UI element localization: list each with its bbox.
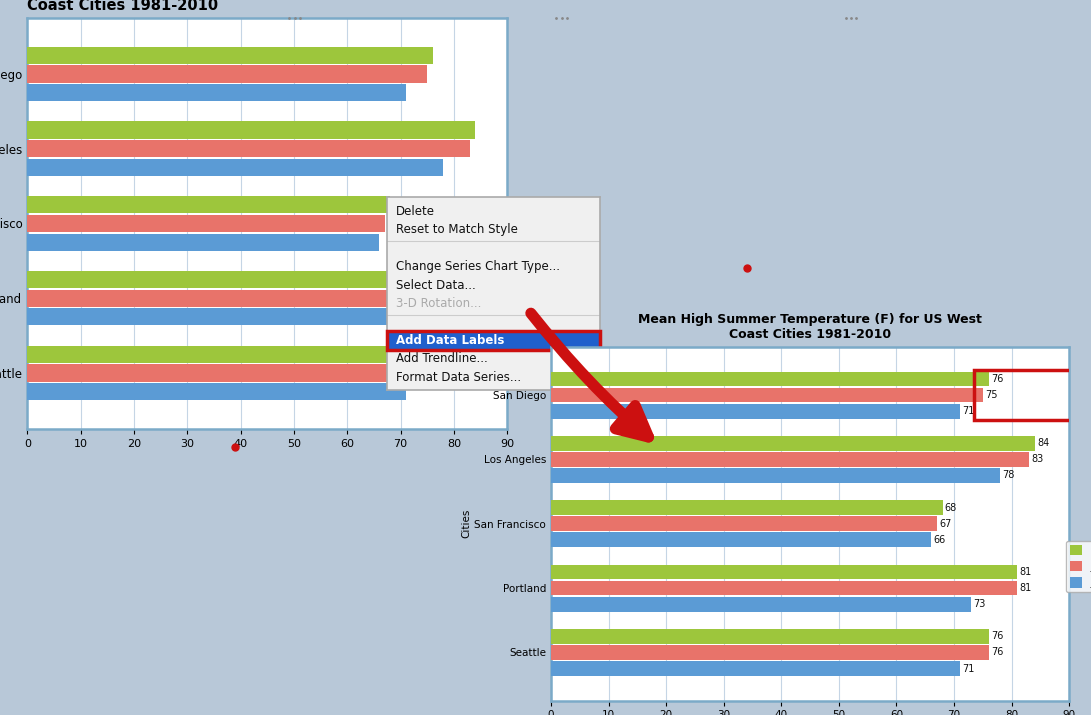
Bar bbox=[27, 140, 470, 157]
Title: Mean High Summer Temperature (F) for US West
Coast Cities 1981-2010: Mean High Summer Temperature (F) for US … bbox=[638, 313, 982, 342]
Text: Format Data Series...: Format Data Series... bbox=[396, 370, 520, 383]
Bar bbox=[551, 645, 988, 660]
Text: 84: 84 bbox=[1036, 438, 1050, 448]
Bar bbox=[551, 388, 983, 403]
Text: Reset to Match Style: Reset to Match Style bbox=[396, 224, 518, 237]
Bar bbox=[27, 271, 459, 288]
Text: 71: 71 bbox=[962, 664, 974, 674]
Bar bbox=[551, 533, 931, 547]
Text: 73: 73 bbox=[973, 599, 986, 609]
Text: 75: 75 bbox=[985, 390, 997, 400]
Legend: August, July, June: August, July, June bbox=[1066, 541, 1091, 592]
Text: 83: 83 bbox=[1031, 455, 1043, 464]
Text: Add Trendline...: Add Trendline... bbox=[396, 352, 488, 365]
Text: 71: 71 bbox=[962, 406, 974, 416]
Bar bbox=[551, 372, 988, 386]
Bar bbox=[27, 383, 406, 400]
Text: Add Data Labels: Add Data Labels bbox=[396, 334, 504, 347]
Bar bbox=[27, 365, 433, 382]
Text: 76: 76 bbox=[991, 648, 1004, 657]
Bar bbox=[551, 629, 988, 644]
Text: 66: 66 bbox=[933, 535, 946, 545]
Bar bbox=[27, 214, 385, 232]
Text: 76: 76 bbox=[991, 631, 1004, 641]
Bar bbox=[551, 516, 937, 531]
Bar bbox=[27, 234, 380, 251]
Bar bbox=[27, 159, 443, 176]
Text: Delete: Delete bbox=[396, 205, 435, 218]
Bar bbox=[27, 46, 433, 64]
Text: 68: 68 bbox=[945, 503, 957, 513]
Bar bbox=[551, 597, 971, 611]
Bar bbox=[27, 290, 459, 307]
Text: 3-D Rotation...: 3-D Rotation... bbox=[396, 297, 481, 310]
Bar bbox=[27, 345, 433, 363]
Y-axis label: Cities: Cities bbox=[461, 509, 471, 538]
Bar bbox=[551, 468, 1000, 483]
Text: Change Series Chart Type...: Change Series Chart Type... bbox=[396, 260, 560, 273]
Text: Select Data...: Select Data... bbox=[396, 279, 476, 292]
Bar bbox=[27, 84, 406, 102]
Text: 76: 76 bbox=[991, 374, 1004, 384]
Bar bbox=[27, 65, 428, 82]
Bar bbox=[551, 661, 960, 676]
Bar bbox=[27, 122, 476, 139]
Text: Mean High Summer Temperature (F) for US West
Coast Cities 1981-2010: Mean High Summer Temperature (F) for US … bbox=[27, 0, 432, 13]
Bar bbox=[551, 452, 1029, 467]
Bar bbox=[974, 370, 1072, 420]
Bar bbox=[387, 331, 600, 350]
Bar bbox=[551, 436, 1034, 450]
Bar bbox=[387, 331, 600, 350]
Bar bbox=[27, 308, 417, 325]
Bar bbox=[27, 196, 389, 213]
Bar bbox=[551, 565, 1018, 579]
Bar bbox=[551, 500, 943, 515]
Text: 67: 67 bbox=[939, 519, 951, 528]
Text: 78: 78 bbox=[1003, 470, 1015, 480]
Bar bbox=[551, 581, 1018, 596]
Bar bbox=[551, 404, 960, 418]
Text: 81: 81 bbox=[1020, 567, 1032, 577]
Text: 81: 81 bbox=[1020, 583, 1032, 593]
